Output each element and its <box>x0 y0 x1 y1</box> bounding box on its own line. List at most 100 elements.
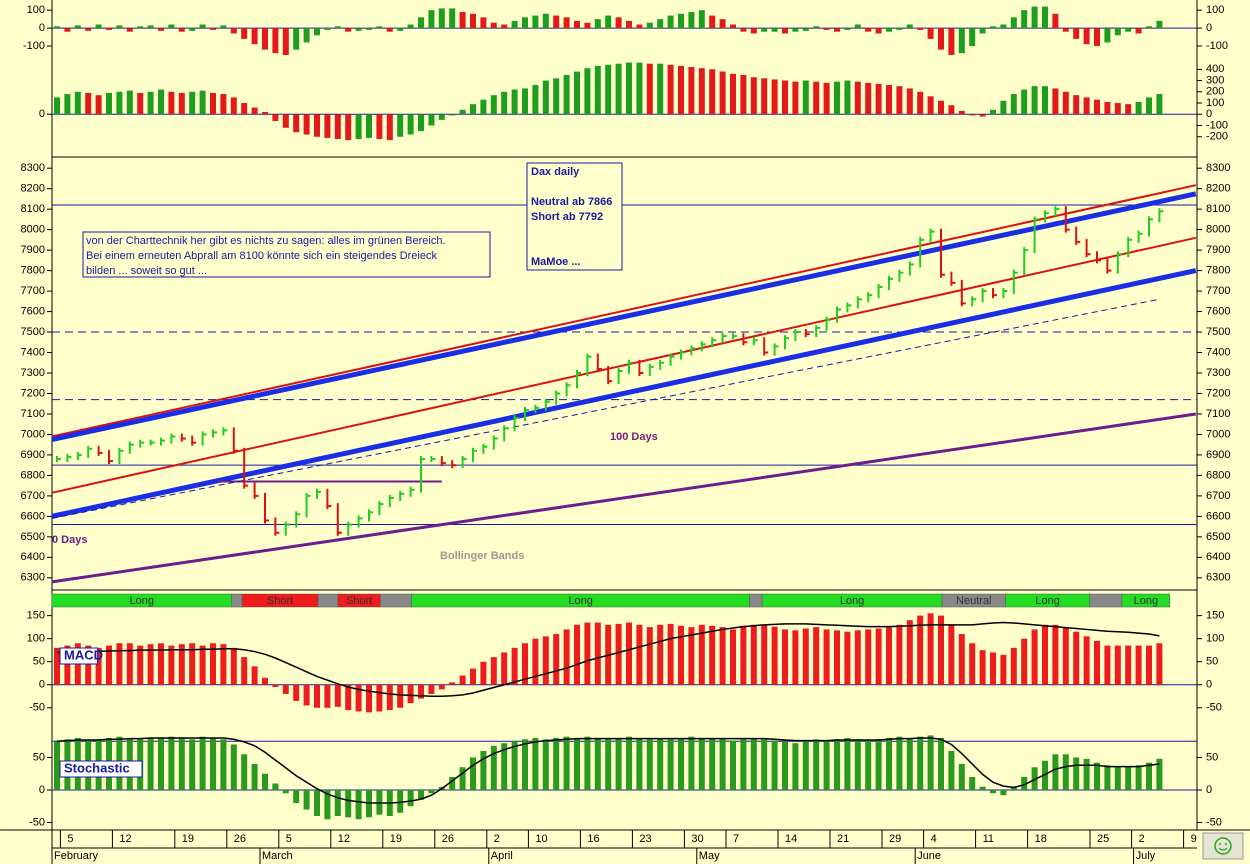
bar <box>574 20 580 29</box>
info-line: Short ab 7792 <box>531 211 603 223</box>
bar <box>293 684 300 701</box>
bar <box>1094 640 1100 685</box>
bar <box>1042 6 1048 29</box>
price-bar <box>919 236 925 268</box>
bar <box>147 738 154 790</box>
bar <box>418 17 424 29</box>
bar <box>1114 766 1121 790</box>
bar <box>1104 28 1111 43</box>
price-bar <box>336 503 342 536</box>
y-tick-label: 7100 <box>21 408 45 420</box>
y-tick-label: 7500 <box>21 326 45 338</box>
bar <box>178 92 185 115</box>
x-tick-label: 26 <box>442 833 454 845</box>
price-bar <box>212 429 217 438</box>
bar <box>64 645 71 685</box>
bar <box>106 645 112 685</box>
price-bar <box>222 427 228 436</box>
bar <box>1010 647 1017 685</box>
bar <box>397 28 404 31</box>
price-bar <box>867 292 873 303</box>
bar <box>771 626 778 685</box>
bar <box>709 69 716 115</box>
price-bar <box>659 359 665 370</box>
note-line: von der Charttechnik her gibt es nichts … <box>86 235 446 247</box>
bar <box>418 684 424 699</box>
bar <box>1146 762 1152 790</box>
price-bar <box>295 511 301 528</box>
bar <box>241 28 248 39</box>
price-bar <box>87 445 93 458</box>
info-line: MaMoe ... <box>531 256 581 268</box>
bar <box>1000 790 1007 796</box>
bar <box>438 8 445 29</box>
bar <box>511 647 518 685</box>
y-tick-label: 6600 <box>1206 510 1230 522</box>
bar <box>490 22 497 29</box>
y-tick-label: 7000 <box>1206 428 1230 440</box>
bar <box>594 65 601 115</box>
indicator-label-box <box>59 647 99 665</box>
price-bar <box>586 353 592 376</box>
bar <box>802 741 809 790</box>
bar <box>823 28 830 30</box>
bar <box>490 745 497 790</box>
y-tick-label: 7700 <box>1206 285 1230 297</box>
bar <box>1125 645 1132 685</box>
bar <box>730 629 736 685</box>
bar <box>501 24 508 29</box>
bar <box>948 624 955 685</box>
bar <box>1125 104 1132 115</box>
bar <box>948 105 955 115</box>
signal-label: Short <box>267 595 293 607</box>
price-bar <box>836 306 841 323</box>
price-bar <box>617 367 623 385</box>
price-bar <box>482 443 488 454</box>
bar <box>230 647 237 685</box>
bar <box>990 26 996 29</box>
bar <box>480 99 487 115</box>
price-bar <box>378 501 384 516</box>
price-bar <box>1075 226 1081 245</box>
price-bar <box>1137 230 1143 243</box>
bar <box>865 740 872 790</box>
bar <box>605 64 612 115</box>
bar <box>428 10 435 29</box>
bar <box>178 738 185 790</box>
bar <box>917 91 924 115</box>
bar <box>636 624 643 685</box>
indicator-line <box>56 737 1160 804</box>
bar <box>178 644 185 685</box>
bar <box>251 764 258 790</box>
bar <box>147 644 154 685</box>
bar <box>262 773 268 790</box>
bar <box>85 28 92 31</box>
bar <box>771 28 778 32</box>
bar <box>376 114 383 140</box>
bar <box>542 636 549 685</box>
y-tick-label: 6800 <box>21 469 45 481</box>
bar <box>761 739 768 790</box>
y-tick-label: 8000 <box>1206 224 1230 236</box>
bar <box>158 643 164 685</box>
info-box <box>526 162 623 271</box>
signal-segment <box>231 593 243 608</box>
bar <box>189 28 196 31</box>
price-bar <box>305 492 311 518</box>
bar <box>532 85 539 115</box>
price-bar <box>118 447 124 465</box>
bar <box>834 81 840 115</box>
y-tick-label: 6700 <box>21 490 45 502</box>
trend-line <box>51 268 1197 519</box>
price-bar <box>1012 269 1018 295</box>
y-tick-label: 7900 <box>1206 244 1230 256</box>
price-bar <box>1158 208 1164 223</box>
price-bar <box>1023 247 1029 276</box>
price-bar <box>1054 206 1060 217</box>
bar <box>220 739 227 790</box>
bar <box>553 634 560 685</box>
x-tick-label: 5 <box>286 833 292 845</box>
y-tick-label: 6400 <box>1206 551 1230 563</box>
bar <box>584 68 591 115</box>
bar <box>740 74 747 115</box>
